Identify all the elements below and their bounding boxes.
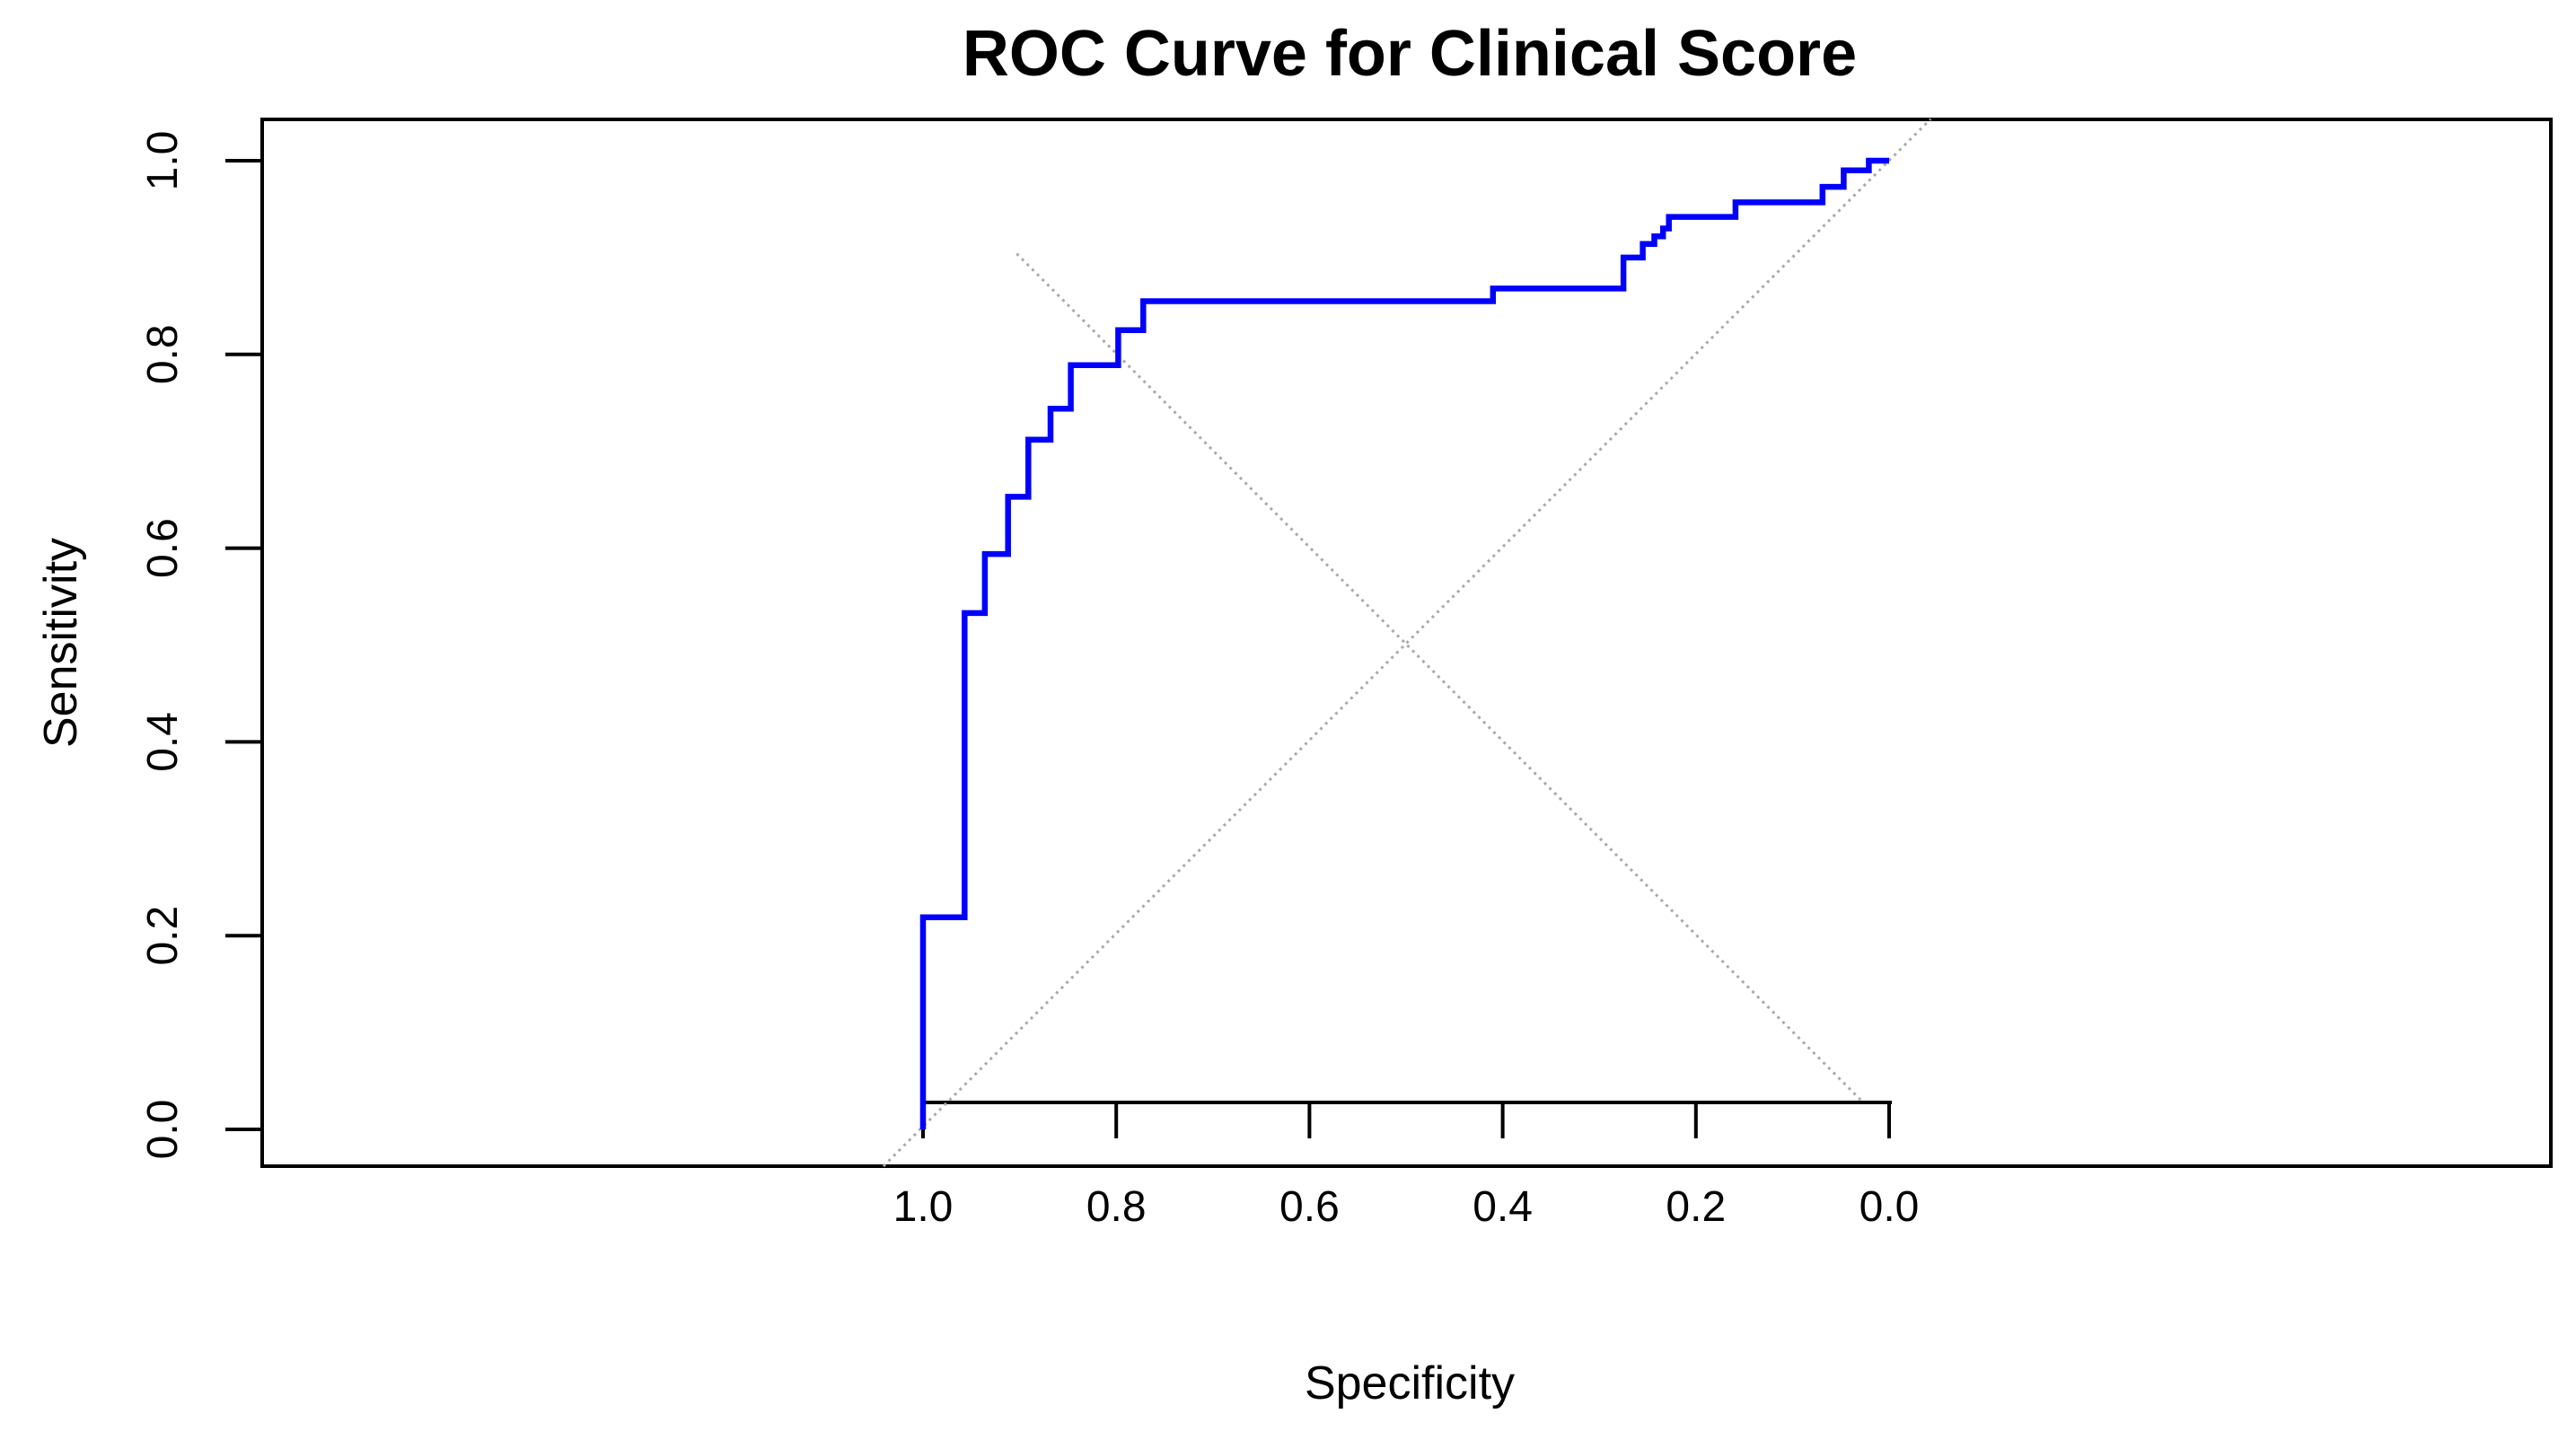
x-tick-label: 1.0: [893, 1183, 954, 1231]
y-tick-label: 1.0: [139, 131, 187, 191]
chance-diagonal: [882, 118, 1932, 1168]
x-tick-label: 0.0: [1859, 1183, 1920, 1231]
x-axis-title: Specificity: [1305, 1357, 1515, 1409]
plot-border: [260, 118, 2553, 1168]
x-tick-label: 0.6: [1279, 1183, 1340, 1231]
chart-title: ROC Curve for Clinical Score: [963, 18, 1857, 90]
chart-layer: 1.0 0.8 0.6 0.4 0.2 0.0 0.0 0.2 0.4 0.6 0.8 1.0: [139, 118, 2553, 1231]
identity-diagonal: [1015, 252, 1863, 1102]
y-tick-label: 0.2: [139, 906, 187, 966]
y-tick-label: 0.8: [139, 324, 187, 384]
y-tick-label: 0.0: [139, 1100, 187, 1160]
y-axis-title: Sensitivity: [35, 538, 87, 748]
x-tick-label: 0.4: [1473, 1183, 1533, 1231]
roc-curve-line: [919, 157, 1889, 1129]
x-tick-label: 0.8: [1086, 1183, 1147, 1231]
y-tick-label: 0.4: [139, 712, 187, 772]
x-tick-label: 0.2: [1666, 1183, 1726, 1231]
y-tick-label: 0.6: [139, 518, 187, 578]
